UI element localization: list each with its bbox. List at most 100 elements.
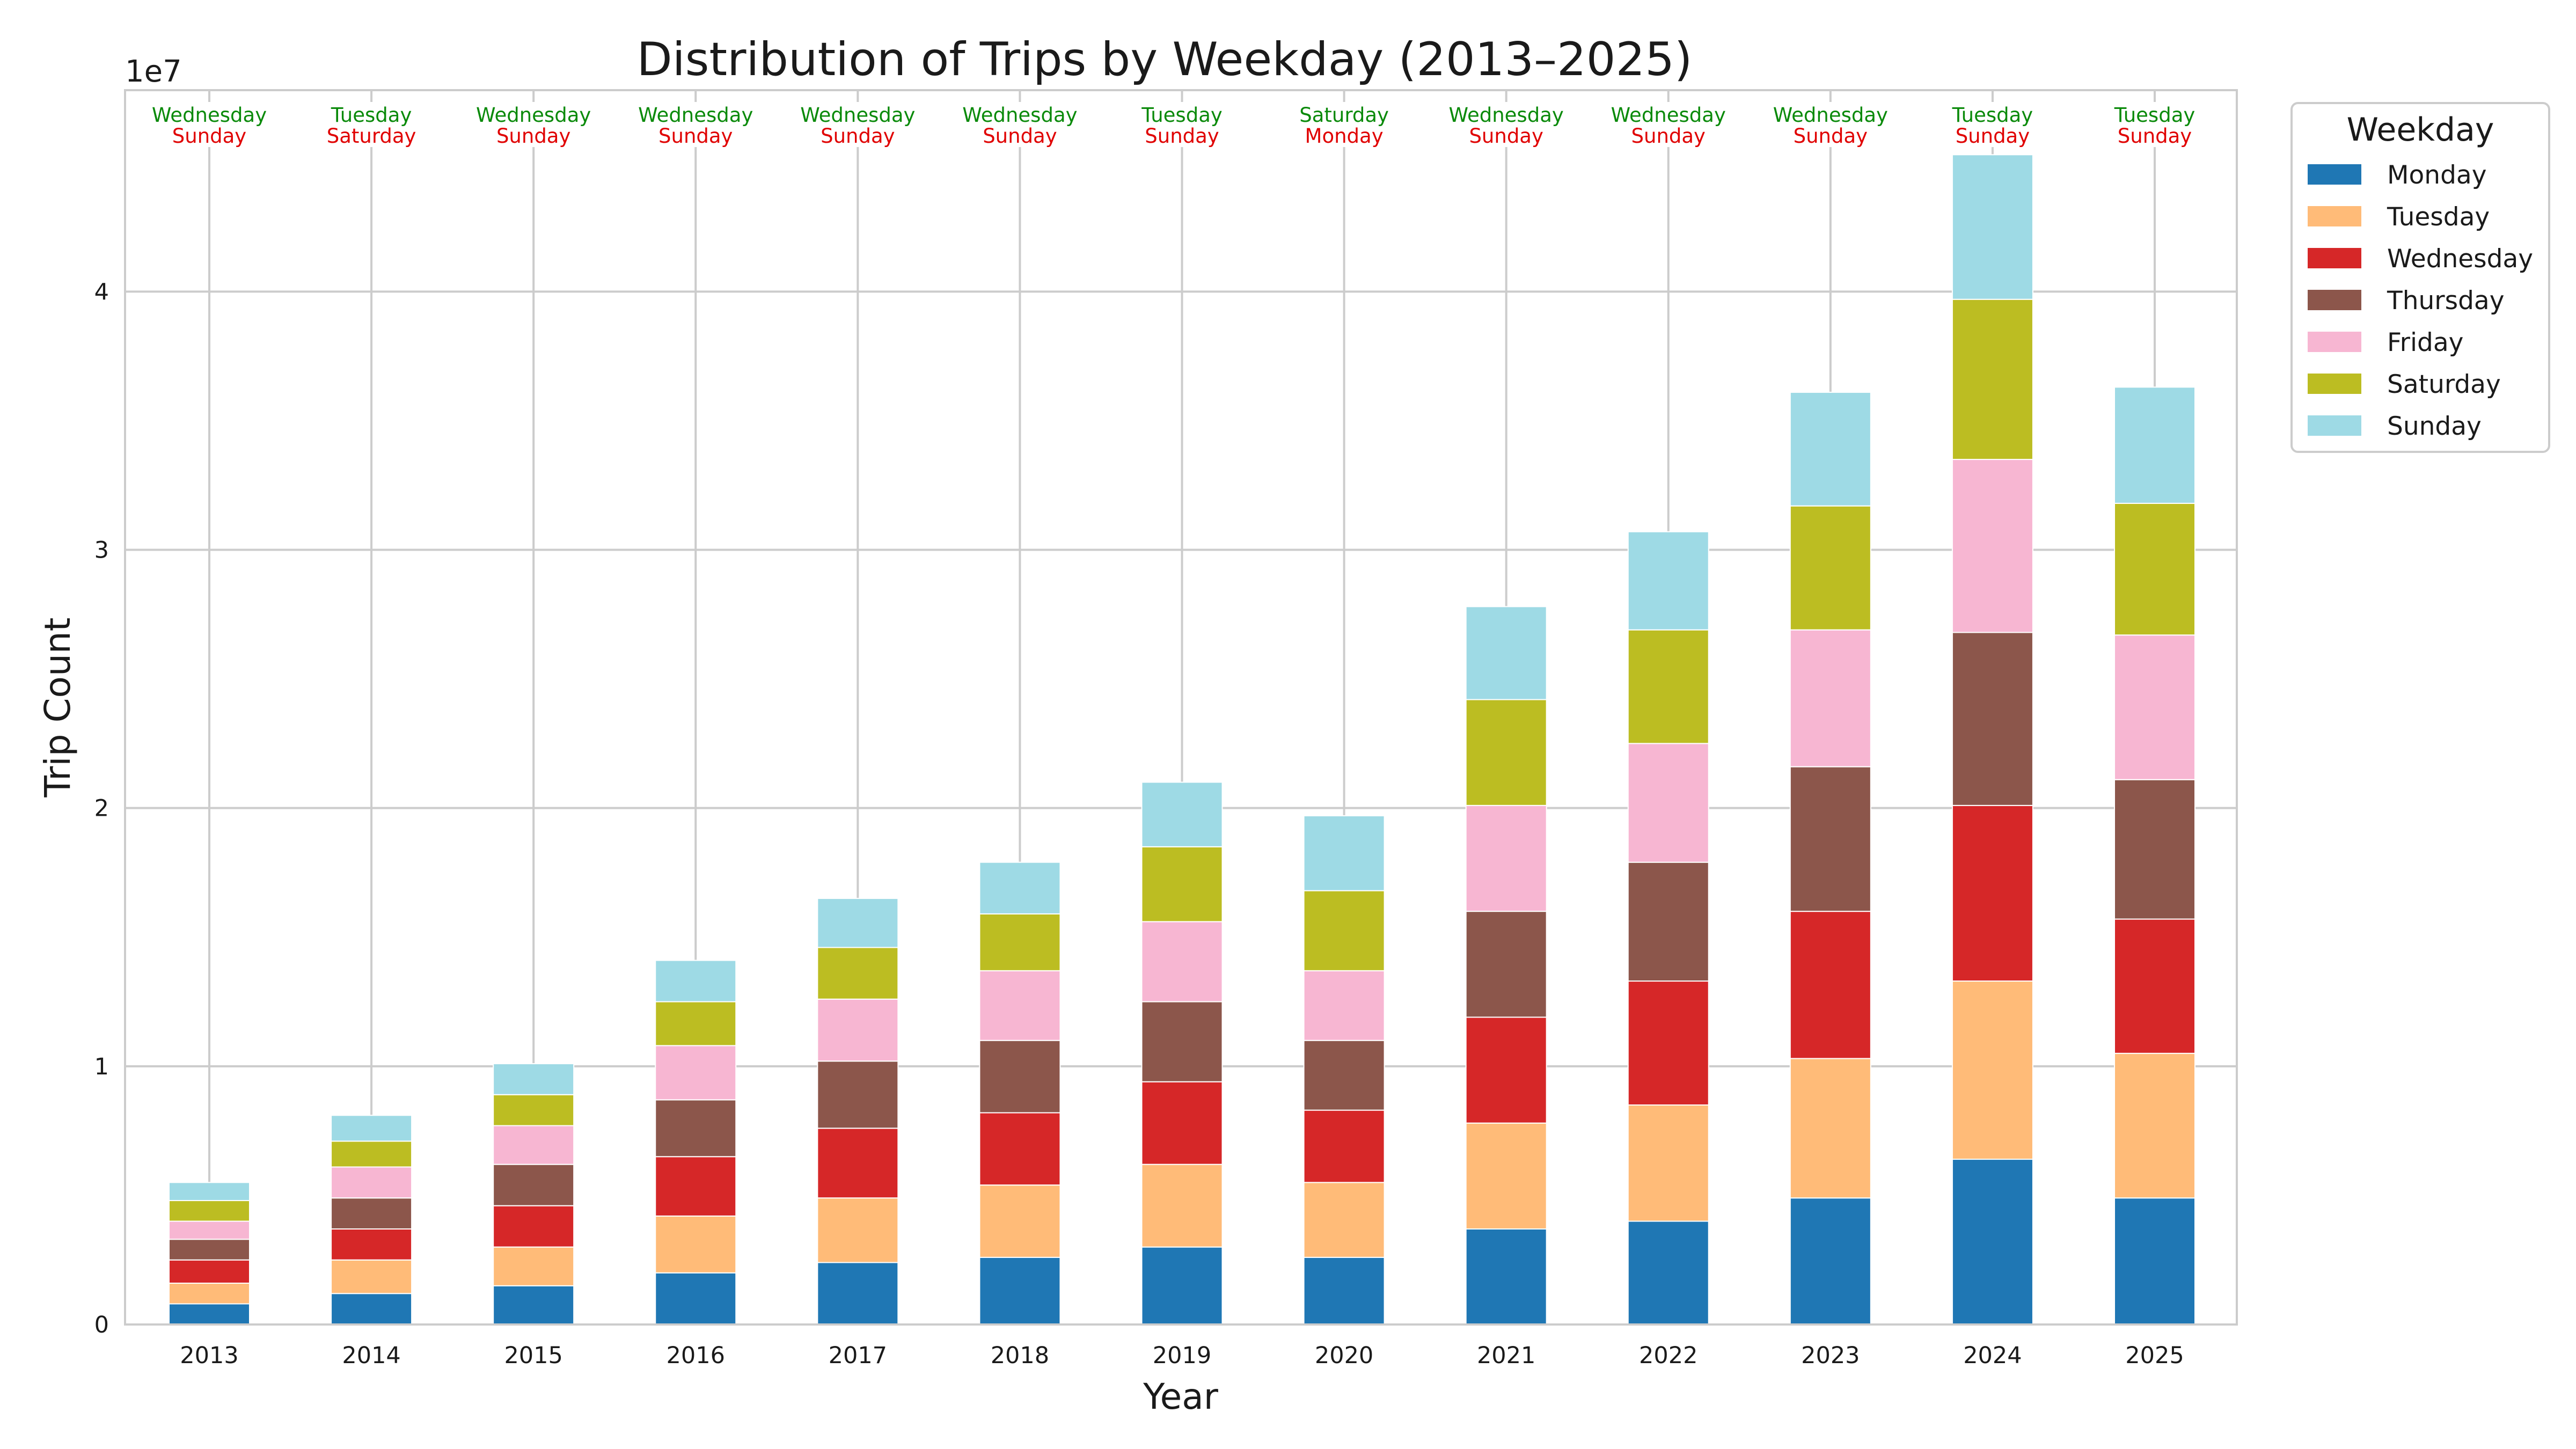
annotation-max-day: Wednesday [1449,104,1564,127]
bar-segment [1303,1109,1385,1183]
bar-segment [655,1099,737,1158]
bar-segment [1789,766,1871,912]
annotation-max-day: Wednesday [152,104,267,127]
annotation-min-day: Sunday [1794,125,1868,148]
bar-segment [493,1125,575,1165]
legend-label: Monday [2387,160,2487,190]
annotation-background [473,102,594,147]
bar-segment [1141,1246,1223,1325]
y-axis-label: Trip Count [37,618,78,798]
legend-label: Thursday [2387,286,2505,316]
annotation-background [960,102,1080,147]
bar-segment [979,1184,1061,1258]
bar-segment [1627,1220,1709,1326]
bar-segment [1141,921,1223,1002]
annotation-max-day: Wednesday [476,104,591,127]
bar-segment [1141,1081,1223,1165]
bar-segment [169,1220,250,1240]
bar-segment [331,1228,413,1261]
bar-segment [1951,154,2033,300]
annotation-background [149,102,269,147]
bar-segment [1465,1122,1547,1230]
bar-segment [1951,1159,2033,1326]
bar-segment [1789,1197,1871,1325]
bar-segment [1465,911,1547,1018]
legend-label: Sunday [2387,412,2482,441]
bar-segment [169,1303,250,1326]
y-multiplier-label: 1e7 [125,54,182,89]
bar-segment [331,1140,413,1168]
bar-segment [331,1259,413,1294]
x-tick-label: 2021 [1477,1342,1535,1369]
legend-label: Tuesday [2387,202,2490,232]
legend-swatch [2308,415,2361,436]
bar-segment [1789,911,1871,1059]
bar-segment [169,1239,250,1261]
bar-segment [169,1182,250,1202]
legend-swatch [2308,206,2361,226]
bar-segment [1141,781,1223,847]
bar-segment [1627,861,1709,982]
legend-label: Saturday [2387,370,2501,399]
annotation-background [2095,102,2215,147]
bar-segment [1789,391,1871,507]
bar-segment [1465,1228,1547,1326]
bar-segment [493,1205,575,1248]
x-tick-label: 2020 [1315,1342,1373,1369]
bar-segment [169,1259,250,1284]
bar-segment [1303,970,1385,1041]
bar-segment [2114,1052,2196,1199]
bar-segment [493,1094,575,1126]
bar-segment [817,998,899,1062]
annotation-min-day: Sunday [821,125,895,148]
x-tick-label: 2024 [1963,1342,2022,1369]
bar-segment [1141,1163,1223,1248]
bar-segment [1951,459,2033,633]
x-tick-label: 2013 [180,1342,238,1369]
y-tick-label: 1 [94,1053,109,1080]
annotation-background [1122,102,1242,147]
bar-segment [979,1112,1061,1186]
bar-segment [493,1246,575,1286]
bar-segment [1789,505,1871,631]
bar-segment [1141,846,1223,923]
bar-segment [817,1060,899,1129]
bar-segment [493,1163,575,1206]
chart-title: Distribution of Trips by Weekday (2013–2… [637,33,1693,86]
annotation-background [1284,102,1404,147]
bar-segment [1627,1104,1709,1222]
bar-segment [2114,918,2196,1054]
annotation-max-day: Tuesday [1141,104,1223,127]
annotation-min-day: Monday [1305,125,1384,148]
axes: 0 1 2 3 4 2013 2014 2015 2016 2017 2018 2019 2020 202… [94,279,2184,1369]
annotation-background [1770,102,1891,147]
annotation-min-day: Sunday [1469,125,1543,148]
annotation-min-day: Sunday [2118,125,2192,148]
x-tick-label: 2017 [829,1342,887,1369]
annotation-max-day: Tuesday [2114,104,2196,127]
bar-segment [655,1001,737,1046]
bar-segment [1627,980,1709,1106]
y-tick-label: 2 [94,795,109,822]
bar-segment [169,1283,250,1305]
bar-segment [2114,634,2196,780]
bar-segment [1303,1182,1385,1258]
bar-segment [655,1215,737,1274]
bar-segment [655,1156,737,1217]
bar-segment [1303,890,1385,971]
bar-segment [1465,804,1547,912]
x-tick-label: 2023 [1801,1342,1860,1369]
annotation-min-day: Sunday [172,125,246,148]
bar-segment [817,1197,899,1263]
bar-segment [1303,1040,1385,1111]
bar-segment [493,1063,575,1095]
bar-segment [1465,606,1547,700]
annotation-max-day: Wednesday [1611,104,1726,127]
bar-segment [331,1115,413,1142]
bar-segment [655,960,737,1002]
annotation-max-day: Saturday [1299,104,1389,127]
annotation-min-day: Sunday [1631,125,1706,148]
legend-swatch [2308,332,2361,352]
bar-segment [979,970,1061,1041]
bar-segment [2114,779,2196,920]
